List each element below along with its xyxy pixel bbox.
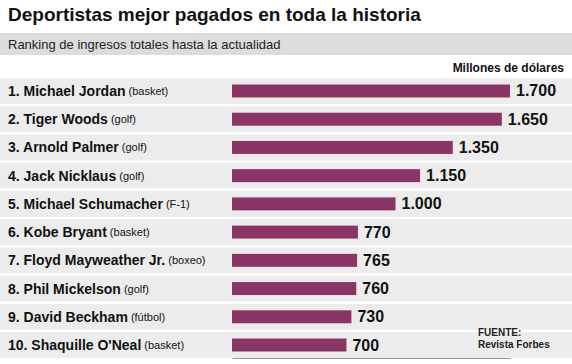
bar (232, 254, 357, 267)
category-labels: 1. Michael Jordan (basket) 2. Tiger Woods… (8, 83, 206, 353)
data-label: 1.700 (516, 82, 556, 99)
data-label: 700 (352, 337, 379, 354)
row-background (0, 304, 572, 330)
row-background (0, 163, 572, 189)
x-axis-label: Millones de dólares (453, 61, 565, 75)
category-label: 7. Floyd Mayweather Jr. (boxeo) (8, 252, 206, 268)
category-label: 6. Kobe Bryant (basket) (8, 224, 150, 240)
data-label: 1.350 (459, 139, 499, 156)
category-label: 5. Michael Schumacher (F-1) (8, 196, 190, 212)
bar (232, 197, 396, 210)
row-background (0, 191, 572, 217)
category-label: 10. Shaquille O'Neal (basket) (8, 337, 184, 353)
category-label: 2. Tiger Woods (golf) (8, 111, 136, 127)
bar (232, 339, 346, 352)
category-label: 3. Arnold Palmer (golf) (8, 139, 147, 155)
row-background (0, 219, 572, 245)
category-label: 1. Michael Jordan (basket) (8, 83, 168, 99)
category-label: 4. Jack Nicklaus (golf) (8, 168, 144, 184)
row-background (0, 106, 572, 132)
bar (232, 226, 358, 239)
row-background (0, 247, 572, 273)
data-label: 765 (363, 252, 390, 269)
data-label: 1.000 (402, 195, 442, 212)
x-axis (233, 358, 511, 359)
bar (232, 84, 510, 97)
subtitle-band (0, 33, 572, 55)
subtitle: Ranking de ingresos totales hasta la act… (8, 37, 280, 52)
bar (232, 282, 356, 295)
source: FUENTE:Revista Forbes (478, 327, 550, 350)
bar (232, 310, 351, 323)
bar (232, 113, 502, 126)
source-text: Revista Forbes (478, 339, 550, 350)
title: Deportistas mejor pagados en toda la his… (8, 4, 421, 25)
source-text: FUENTE: (478, 327, 521, 338)
x-axis-line (233, 358, 511, 359)
row-backgrounds (0, 78, 572, 358)
data-labels: 1.700 1.650 1.350 1.150 1.000 770 765 760 730 700 (352, 82, 556, 353)
row-background (0, 276, 572, 302)
category-label: 8. Phil Mickelson (golf) (8, 281, 149, 297)
data-label: 760 (362, 280, 389, 297)
data-label: 1.150 (426, 167, 466, 184)
bar (232, 141, 453, 154)
bars (232, 84, 510, 351)
data-label: 1.650 (508, 111, 548, 128)
data-label: 770 (364, 224, 391, 241)
bar (232, 169, 420, 182)
data-label: 730 (357, 308, 384, 325)
chart: Deportistas mejor pagados en toda la his… (0, 0, 572, 364)
category-label: 9. David Beckham (fútbol) (8, 309, 165, 325)
row-background (0, 134, 572, 160)
row-background (0, 78, 572, 104)
